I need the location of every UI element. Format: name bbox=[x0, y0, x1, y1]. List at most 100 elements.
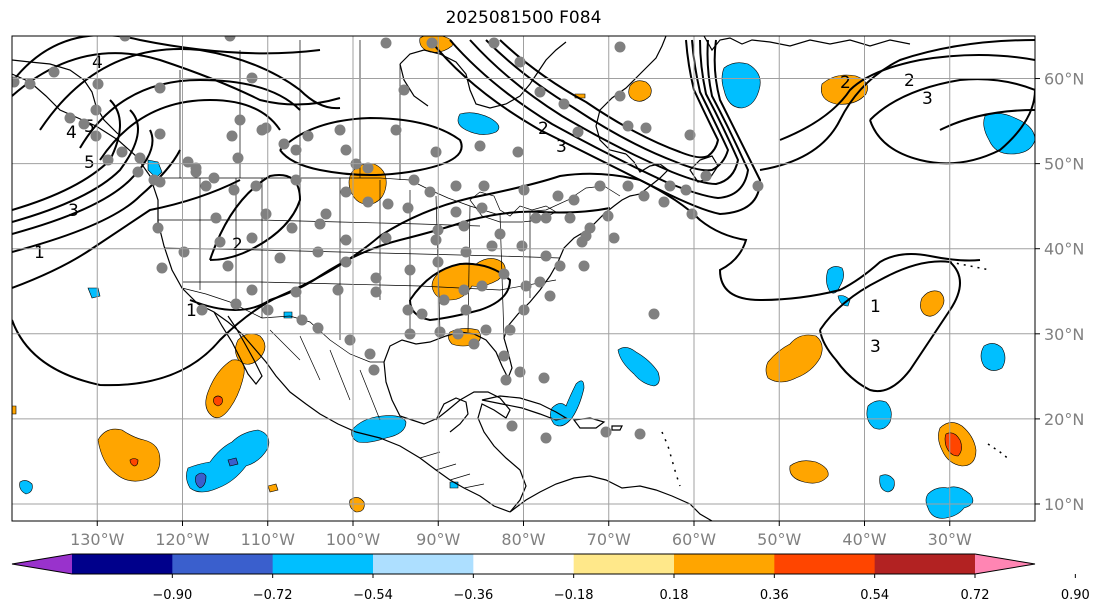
station-marker bbox=[402, 202, 414, 214]
anomaly-neg-core bbox=[227, 457, 239, 467]
station-marker bbox=[614, 90, 626, 102]
station-marker bbox=[540, 250, 552, 262]
station-marker bbox=[340, 186, 352, 198]
station-marker bbox=[450, 206, 462, 218]
colorbar-tick-label: −0.18 bbox=[554, 588, 594, 603]
station-marker bbox=[402, 304, 414, 316]
station-marker bbox=[638, 190, 650, 202]
contour-label: 3 bbox=[870, 337, 881, 357]
station-marker bbox=[498, 268, 510, 280]
station-marker bbox=[488, 37, 500, 49]
colorbar-segment bbox=[674, 554, 775, 574]
station-marker bbox=[450, 180, 462, 192]
anomaly-neg-blob bbox=[837, 295, 851, 307]
anomaly-pos-core bbox=[129, 458, 139, 467]
map-frame bbox=[11, 35, 1036, 522]
colorbar-tick-label: −0.72 bbox=[253, 588, 293, 603]
station-marker bbox=[380, 37, 392, 49]
anomaly-pos-blob bbox=[12, 405, 17, 415]
coastline-cuba bbox=[481, 395, 568, 421]
anomaly-pos-blob bbox=[821, 74, 868, 105]
station-marker bbox=[516, 240, 528, 252]
coastline-lesser-antilles bbox=[661, 431, 681, 487]
anomaly-pos-blob bbox=[765, 334, 823, 383]
station-marker bbox=[544, 290, 556, 302]
station-marker bbox=[290, 286, 302, 298]
station-marker bbox=[48, 66, 60, 78]
station-marker bbox=[182, 156, 194, 168]
station-marker bbox=[116, 146, 128, 158]
station-marker bbox=[224, 36, 236, 42]
colorbar-segment bbox=[774, 554, 876, 574]
station-marker bbox=[530, 212, 542, 224]
station-marker bbox=[340, 256, 352, 268]
anomaly-pos-blob bbox=[205, 359, 245, 419]
station-marker bbox=[290, 174, 302, 186]
station-marker bbox=[438, 294, 450, 306]
colorbar-segment bbox=[473, 554, 575, 574]
station-marker bbox=[24, 78, 36, 90]
station-marker bbox=[460, 246, 472, 258]
anomaly-neg-blob bbox=[351, 415, 407, 443]
gridlines bbox=[12, 36, 1040, 526]
anomaly-neg-blob bbox=[457, 112, 500, 135]
station-marker bbox=[622, 120, 634, 132]
station-marker bbox=[534, 86, 546, 98]
longitude-labels: 130°W 120°W 110°W 100°W 90°W 80°W 70°W 60°W 50°W… bbox=[70, 530, 972, 549]
contour-label: 1 bbox=[870, 297, 881, 317]
colorbar-tick-label: −0.54 bbox=[353, 588, 393, 603]
station-marker bbox=[92, 78, 104, 90]
station-marker bbox=[602, 210, 614, 222]
station-marker bbox=[380, 232, 392, 244]
coastline-baja bbox=[213, 311, 263, 385]
contour-line bbox=[209, 174, 302, 261]
border-central-america bbox=[419, 451, 485, 489]
station-marker bbox=[312, 322, 324, 334]
station-marker bbox=[578, 260, 590, 272]
colorbar-outline bbox=[11, 553, 1036, 575]
anomaly-neg-blob bbox=[19, 480, 33, 495]
coastline-greenland bbox=[703, 36, 911, 52]
anomaly-pos-blob bbox=[920, 290, 945, 317]
station-marker bbox=[134, 152, 146, 164]
station-marker bbox=[468, 338, 480, 350]
station-marker bbox=[680, 184, 692, 196]
station-marker bbox=[390, 124, 402, 136]
colorbar-tick-label: 0.90 bbox=[1061, 588, 1090, 603]
contour-line bbox=[409, 262, 512, 322]
station-marker bbox=[90, 130, 102, 142]
coastline-alaska bbox=[12, 59, 119, 135]
station-marker bbox=[506, 420, 518, 432]
latitude-label: 60°N bbox=[1044, 70, 1084, 89]
anomaly-pos-blob bbox=[235, 333, 266, 365]
station-marker bbox=[208, 172, 220, 184]
contour-line bbox=[779, 54, 1035, 141]
colorbar-segment bbox=[874, 554, 976, 574]
station-marker bbox=[344, 334, 356, 346]
anomaly-pos-blob bbox=[97, 428, 161, 482]
anomaly-neg-blob bbox=[879, 474, 895, 493]
station-marker bbox=[480, 324, 492, 336]
station-marker bbox=[514, 366, 526, 378]
contour-label: 1 bbox=[34, 243, 45, 263]
station-marker bbox=[540, 432, 552, 444]
station-marker bbox=[594, 180, 606, 192]
station-marker bbox=[274, 252, 286, 264]
station-marker bbox=[286, 222, 298, 234]
station-marker bbox=[514, 56, 526, 68]
station-marker bbox=[12, 76, 20, 88]
station-marker bbox=[364, 348, 376, 360]
station-marker bbox=[426, 37, 438, 49]
station-marker bbox=[234, 114, 246, 126]
longitude-label: 70°W bbox=[587, 530, 631, 549]
contour-line bbox=[279, 116, 463, 176]
station-marker bbox=[368, 364, 380, 376]
anomaly-neg-blob bbox=[283, 311, 293, 319]
station-marker bbox=[572, 126, 584, 138]
station-marker bbox=[246, 284, 258, 296]
contour-line bbox=[39, 48, 341, 131]
contour-label: 3 bbox=[922, 89, 933, 109]
station-marker bbox=[200, 180, 212, 192]
station-marker bbox=[314, 218, 326, 230]
contour-label: 3 bbox=[68, 201, 79, 221]
